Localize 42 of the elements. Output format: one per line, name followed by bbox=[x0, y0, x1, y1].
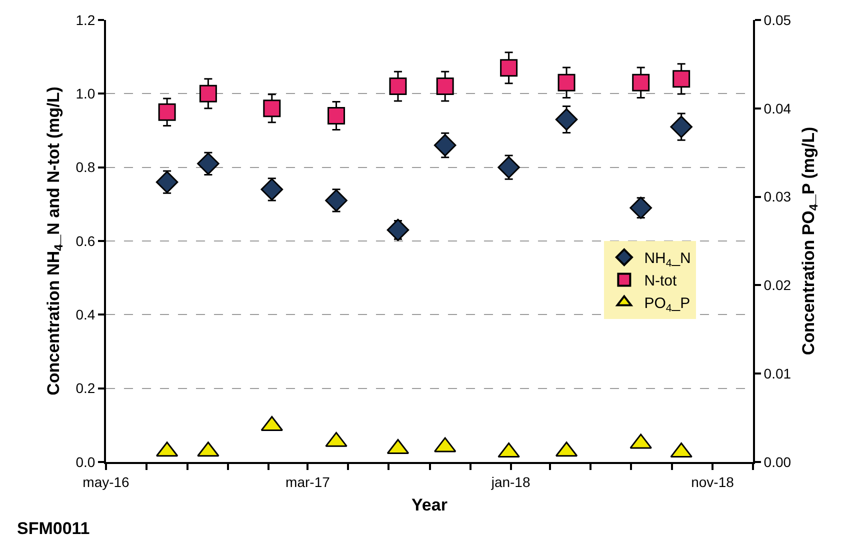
legend-label: N-tot bbox=[644, 272, 678, 290]
point bbox=[555, 108, 578, 131]
point bbox=[434, 134, 456, 156]
y2-tick-label: 0.00 bbox=[764, 454, 792, 470]
y2-tick-label: 0.04 bbox=[764, 100, 792, 116]
y-tick-label: 0.2 bbox=[76, 380, 96, 396]
text: SFM0011 bbox=[17, 519, 90, 538]
point bbox=[325, 189, 348, 212]
x-tick-label: jan-18 bbox=[490, 474, 530, 490]
point bbox=[630, 196, 652, 219]
legend-label: NH$_{4}$_N bbox=[644, 250, 691, 270]
legend-label: PO$_{4}$_P bbox=[644, 295, 690, 314]
y2-tick-label: 0.02 bbox=[764, 277, 792, 294]
point bbox=[558, 74, 576, 92]
point bbox=[670, 116, 692, 138]
y2-tick-label: 0.05 bbox=[764, 12, 792, 28]
y-tick-label: 0.8 bbox=[76, 159, 96, 176]
point bbox=[436, 78, 454, 96]
y2-tick-label: 0.03 bbox=[764, 188, 792, 205]
point bbox=[500, 59, 518, 77]
point bbox=[263, 100, 281, 118]
point bbox=[498, 156, 520, 178]
point bbox=[328, 107, 346, 125]
point bbox=[199, 84, 217, 102]
point bbox=[672, 70, 690, 88]
y-tick-label: 1.2 bbox=[76, 12, 96, 28]
y-tick-label: 0.4 bbox=[76, 306, 96, 323]
point bbox=[197, 152, 220, 175]
point bbox=[260, 178, 284, 201]
y-tick-label: 1.0 bbox=[76, 86, 96, 102]
x-tick-label: mar-17 bbox=[286, 474, 330, 490]
point bbox=[632, 74, 650, 92]
point bbox=[158, 103, 176, 121]
x-axis-title: Year bbox=[412, 496, 448, 515]
y-tick-label: 0.6 bbox=[76, 232, 96, 249]
x-tick-label: may-16 bbox=[82, 474, 130, 490]
y2-tick-label: 0.01 bbox=[764, 366, 792, 382]
point bbox=[156, 170, 178, 194]
y-tick-label: 0.0 bbox=[76, 454, 96, 470]
point bbox=[386, 218, 410, 242]
point bbox=[389, 78, 407, 96]
x-tick-label: nov-18 bbox=[691, 474, 734, 490]
